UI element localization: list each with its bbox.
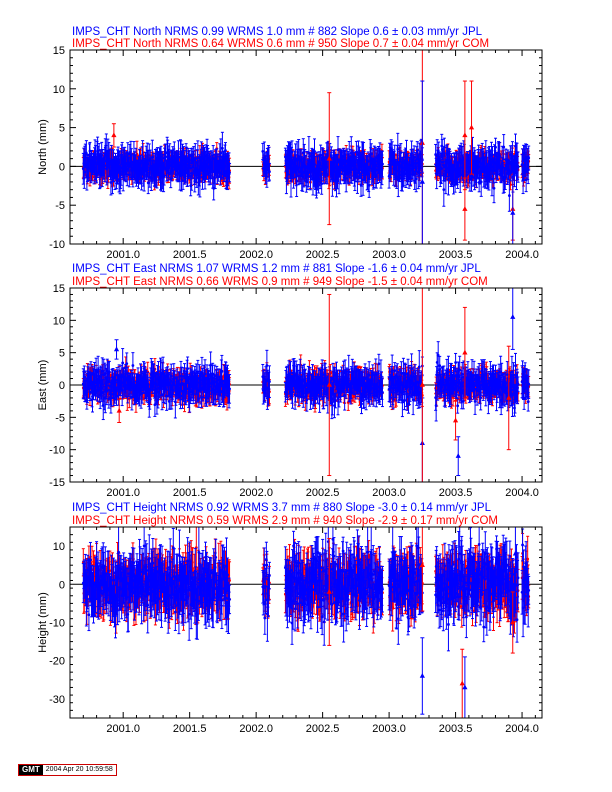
- data-point: [103, 164, 107, 168]
- data-point: [295, 179, 299, 183]
- data-point: [193, 179, 197, 183]
- data-point: [354, 150, 358, 154]
- data-point: [296, 174, 300, 178]
- chart-panel-1: IMPS_CHT North NRMS 0.99 WRMS 1.0 mm # 8…: [37, 26, 543, 261]
- data-point: [150, 155, 154, 159]
- data-point: [366, 160, 370, 163]
- data-point: [289, 179, 293, 183]
- data-point: [290, 150, 294, 154]
- data-point: [146, 181, 150, 185]
- data-point: [369, 152, 373, 156]
- data-point: [396, 147, 400, 151]
- data-point: [87, 166, 91, 170]
- data-point: [261, 150, 265, 153]
- panel-title-jpl: IMPS_CHT North NRMS 0.99 WRMS 1.0 mm # 8…: [72, 26, 483, 38]
- data-point: [228, 171, 231, 175]
- data-point: [196, 156, 200, 160]
- data-point: [313, 150, 316, 153]
- data-point: [344, 176, 348, 180]
- data-point: [381, 162, 384, 166]
- data-point: [367, 183, 371, 187]
- data-point: [185, 156, 188, 160]
- data-layer: [70, 50, 542, 244]
- data-point: [356, 175, 359, 178]
- data-point: [82, 170, 86, 174]
- data-point: [220, 146, 224, 150]
- panel-title-com: IMPS_CHT North NRMS 0.64 WRMS 0.6 mm # 9…: [72, 38, 489, 50]
- data-point: [131, 175, 135, 179]
- series-jpl: [81, 131, 531, 212]
- data-point: [188, 166, 192, 170]
- data-point: [268, 170, 271, 174]
- data-point: [224, 149, 227, 152]
- data-point: [219, 151, 223, 155]
- data-point: [141, 155, 145, 159]
